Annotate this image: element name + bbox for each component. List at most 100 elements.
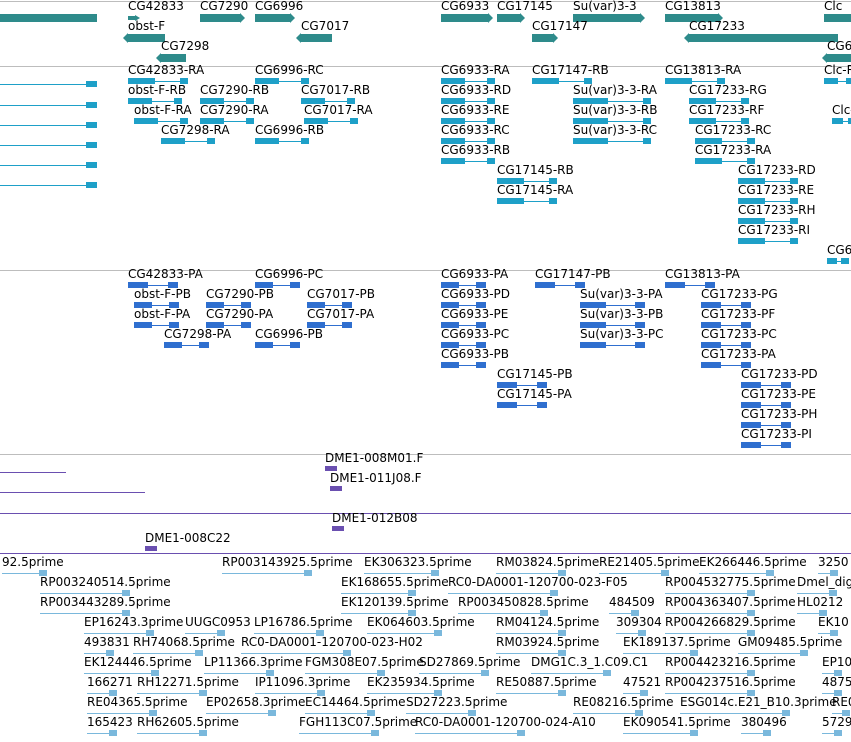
est-label[interactable]: RM04124.5prime — [496, 615, 600, 629]
est-label[interactable]: RE0 — [832, 695, 851, 709]
est-feature[interactable] — [558, 630, 566, 636]
est-label[interactable]: LP11366.3prime — [204, 655, 303, 669]
transcript-exon[interactable] — [200, 118, 224, 124]
transcript-label[interactable]: CG6996-RC — [255, 63, 324, 77]
clone-bar[interactable] — [325, 466, 337, 471]
est-label[interactable]: EC14464.5prime — [305, 695, 406, 709]
protein-exon[interactable] — [580, 322, 606, 328]
gene-bar[interactable] — [441, 14, 488, 22]
protein-label[interactable]: CG17233-PE — [741, 387, 816, 401]
protein-exon[interactable] — [701, 342, 721, 348]
est-feature[interactable] — [146, 630, 154, 636]
est-feature[interactable] — [434, 690, 442, 696]
est-label[interactable]: UUGC0953 — [185, 615, 251, 629]
est-label[interactable]: ESG014c.E21_B10.3prime — [680, 695, 837, 709]
protein-label[interactable]: CG17233-PH — [741, 407, 818, 421]
protein-label[interactable]: CG6933-PC — [441, 327, 510, 341]
protein-label[interactable]: CG13813-PA — [665, 267, 740, 281]
protein-exon[interactable] — [476, 282, 486, 288]
est-feature[interactable] — [517, 730, 525, 736]
protein-exon[interactable] — [168, 282, 178, 288]
transcript-exon[interactable] — [487, 138, 495, 144]
protein-exon[interactable] — [441, 362, 459, 368]
transcript-label[interactable]: CG17233-RE — [738, 183, 815, 197]
protein-exon[interactable] — [441, 282, 459, 288]
protein-label[interactable]: CG6996-PC — [255, 267, 324, 281]
protein-label[interactable]: CG7290-PA — [206, 307, 274, 321]
gene-bar[interactable] — [665, 14, 718, 22]
est-label[interactable]: RP004266829.5prime — [665, 615, 796, 629]
transcript-label[interactable]: Su(var)3-3-RB — [573, 103, 658, 117]
transcript-label[interactable]: CG7298-RA — [161, 123, 230, 137]
est-feature[interactable] — [834, 670, 842, 676]
transcript-exon[interactable] — [689, 98, 716, 104]
transcript-exon[interactable] — [86, 122, 97, 128]
est-feature[interactable] — [199, 730, 207, 736]
protein-exon[interactable] — [476, 302, 486, 308]
est-feature[interactable] — [39, 570, 47, 576]
protein-label[interactable]: CG6996-PB — [255, 327, 324, 341]
protein-exon[interactable] — [741, 402, 761, 408]
est-label[interactable]: EK189137.5prime — [623, 635, 731, 649]
transcript-exon[interactable] — [174, 98, 182, 104]
est-label[interactable]: HL0212 — [797, 595, 844, 609]
transcript-exon[interactable] — [487, 118, 495, 124]
protein-label[interactable]: CG6933-PB — [441, 347, 510, 361]
est-label[interactable]: RE50887.5prime — [496, 675, 597, 689]
transcript-label[interactable]: obst-F-RA — [134, 103, 192, 117]
transcript-exon[interactable] — [573, 138, 608, 144]
protein-exon[interactable] — [635, 322, 645, 328]
protein-label[interactable]: CG17145-PB — [497, 367, 573, 381]
protein-exon[interactable] — [741, 382, 761, 388]
transcript-label[interactable]: CG6933-RB — [441, 143, 511, 157]
protein-exon[interactable] — [476, 362, 486, 368]
transcript-exon[interactable] — [487, 98, 495, 104]
transcript-label[interactable]: CG13813-RA — [665, 63, 742, 77]
transcript-exon[interactable] — [738, 198, 765, 204]
est-feature[interactable] — [149, 710, 157, 716]
transcript-exon[interactable] — [738, 238, 765, 244]
est-feature[interactable] — [540, 610, 548, 616]
protein-exon[interactable] — [134, 302, 152, 308]
protein-exon[interactable] — [497, 382, 517, 388]
est-label[interactable]: EP02658.3prime — [206, 695, 306, 709]
est-label[interactable]: RP004423216.5prime — [665, 655, 796, 669]
transcript-exon[interactable] — [738, 178, 765, 184]
clone-label[interactable]: DME1-012B08 — [332, 511, 418, 525]
transcript-label[interactable]: CG7290-RB — [200, 83, 270, 97]
protein-exon[interactable] — [635, 342, 645, 348]
protein-label[interactable]: CG17233-PI — [741, 427, 812, 441]
transcript-exon[interactable] — [695, 158, 722, 164]
gene-bar[interactable] — [301, 34, 332, 42]
est-feature[interactable] — [834, 690, 842, 696]
est-label[interactable]: EK10 — [818, 615, 849, 629]
gene-bar[interactable] — [689, 34, 838, 42]
transcript-exon[interactable] — [301, 138, 309, 144]
protein-exon[interactable] — [290, 342, 300, 348]
transcript-label[interactable]: CG7017-RB — [301, 83, 371, 97]
est-feature[interactable] — [122, 610, 130, 616]
transcript-exon[interactable] — [347, 98, 355, 104]
transcript-exon[interactable] — [207, 138, 215, 144]
transcript-exon[interactable] — [643, 138, 651, 144]
protein-label[interactable]: CG6933-PA — [441, 267, 509, 281]
protein-exon[interactable] — [781, 402, 791, 408]
transcript-exon[interactable] — [741, 118, 749, 124]
gene-label[interactable]: CG13813 — [665, 0, 721, 13]
transcript-exon[interactable] — [161, 138, 185, 144]
est-label[interactable]: RE08216.5prime — [573, 695, 674, 709]
protein-exon[interactable] — [206, 302, 224, 308]
transcript-label[interactable]: CG17233-RF — [689, 103, 765, 117]
transcript-exon[interactable] — [665, 78, 692, 84]
protein-label[interactable]: CG17233-PC — [701, 327, 777, 341]
est-label[interactable]: 166271 — [87, 675, 133, 689]
protein-exon[interactable] — [665, 282, 685, 288]
est-feature[interactable] — [842, 710, 850, 716]
est-label[interactable]: RC0-DA0001-120700-024-A10 — [415, 715, 596, 729]
transcript-exon[interactable] — [497, 178, 524, 184]
clone-label[interactable]: DME1-008M01.F — [325, 451, 424, 465]
est-label[interactable]: IP11096.3prime — [255, 675, 351, 689]
est-feature[interactable] — [468, 710, 476, 716]
protein-exon[interactable] — [290, 282, 300, 288]
est-feature[interactable] — [747, 670, 755, 676]
